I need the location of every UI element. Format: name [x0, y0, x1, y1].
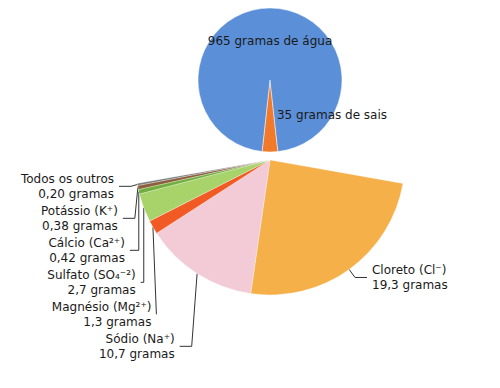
svg-text:0,38 gramas: 0,38 gramas — [42, 219, 118, 233]
svg-text:Magnésio (Mg²⁺): Magnésio (Mg²⁺) — [52, 300, 152, 314]
svg-text:965 gramas de água: 965 gramas de água — [208, 34, 332, 48]
svg-text:2,7 gramas: 2,7 gramas — [68, 283, 136, 297]
svg-text:Sulfato (SO₄⁻²): Sulfato (SO₄⁻²) — [47, 268, 135, 282]
svg-text:Sódio (Na⁺): Sódio (Na⁺) — [106, 332, 175, 346]
svg-text:Todos os outros: Todos os outros — [20, 172, 114, 186]
svg-text:35 gramas de sais: 35 gramas de sais — [277, 108, 387, 122]
svg-text:1,3 gramas: 1,3 gramas — [83, 315, 151, 329]
svg-text:Potássio (K⁺): Potássio (K⁺) — [41, 204, 118, 218]
svg-text:0,20 gramas: 0,20 gramas — [38, 187, 114, 201]
svg-text:0,42 gramas: 0,42 gramas — [49, 251, 125, 265]
svg-text:Cloreto (Cl⁻): Cloreto (Cl⁻) — [372, 263, 446, 277]
svg-text:19,3 gramas: 19,3 gramas — [372, 278, 448, 292]
svg-text:10,7 gramas: 10,7 gramas — [99, 347, 175, 361]
svg-text:Cálcio (Ca²⁺): Cálcio (Ca²⁺) — [48, 236, 124, 250]
